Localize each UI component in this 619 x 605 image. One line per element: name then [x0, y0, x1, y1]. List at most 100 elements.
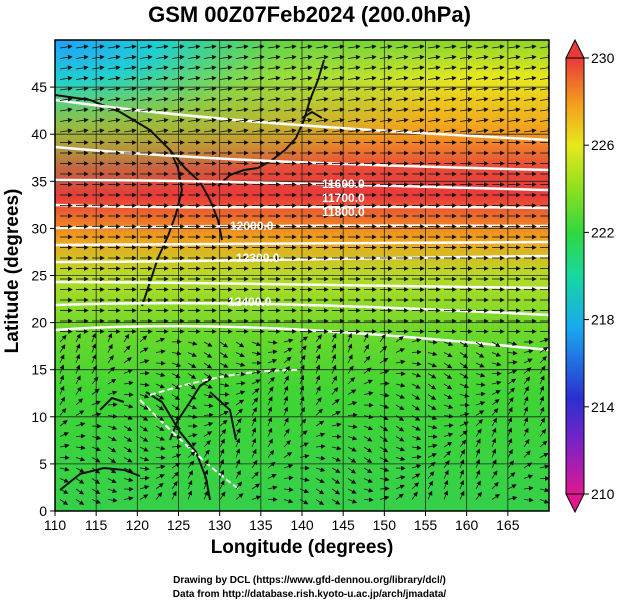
wind-arrow [395, 96, 409, 102]
wind-arrow [315, 499, 325, 506]
wind-arrow [75, 333, 81, 343]
wind-arrow [347, 128, 361, 134]
wind-arrow [171, 373, 181, 379]
wind-arrow [363, 86, 377, 92]
wind-arrow [331, 343, 337, 353]
wind-arrow [123, 467, 134, 473]
wind-arrow [299, 442, 309, 448]
wind-arrow [187, 490, 193, 500]
wind-arrow [59, 420, 68, 427]
wind-arrow [91, 128, 105, 134]
wind-arrow [395, 394, 405, 399]
wind-arrow [443, 469, 449, 479]
wind-arrow [379, 345, 388, 353]
wind-arrow [91, 107, 105, 113]
wind-arrow [331, 44, 345, 50]
wind-arrow [507, 96, 521, 102]
wind-arrow [283, 65, 297, 71]
wind-arrow [379, 96, 393, 102]
wind-arrow [267, 461, 276, 469]
wind-arrow [459, 128, 473, 134]
wind-arrow [475, 480, 481, 490]
wind-arrow [347, 96, 361, 102]
wind-arrow [475, 491, 482, 500]
wind-arrow [491, 341, 501, 347]
wind-arrow [219, 491, 226, 500]
wind-arrow [331, 488, 341, 495]
wind-arrow [283, 365, 291, 374]
wind-arrow [107, 107, 121, 113]
wind-arrow [539, 464, 549, 470]
wind-arrow [411, 435, 422, 441]
wind-arrow [507, 472, 516, 479]
wind-arrow [539, 487, 549, 493]
wind-arrow [75, 353, 81, 364]
wind-arrow [139, 436, 149, 442]
wind-arrow [475, 44, 489, 50]
wind-arrow [59, 96, 73, 102]
wind-arrow [539, 54, 549, 60]
wind-arrow [251, 471, 259, 479]
wind-arrow [539, 338, 549, 343]
wind-arrow [491, 417, 498, 427]
wind-arrow [347, 467, 357, 474]
wind-arrow [283, 44, 297, 50]
wind-arrow [283, 128, 297, 134]
wind-arrow [507, 360, 518, 365]
wind-arrow [139, 335, 148, 343]
wind-arrow [187, 65, 201, 71]
wind-arrow [91, 376, 99, 385]
wind-arrow [155, 107, 169, 113]
wind-arrow [75, 456, 86, 462]
wind-arrow [475, 438, 481, 448]
wind-arrow [539, 453, 549, 458]
wind-arrow [475, 382, 486, 387]
wind-arrow [171, 75, 185, 81]
wind-arrow [491, 481, 499, 490]
y-tick-label: 40 [31, 126, 47, 142]
wind-arrow [251, 117, 265, 123]
wind-arrow [139, 415, 149, 421]
wind-arrow [75, 499, 85, 505]
wind-arrow [315, 467, 326, 472]
y-axis-ticks: 0 5 10 15 20 25 30 35 40 45 [31, 79, 55, 519]
wind-arrow [523, 86, 537, 92]
wind-arrow [315, 128, 329, 134]
wind-arrow [299, 418, 307, 427]
wind-arrow [347, 412, 358, 418]
wind-arrow [459, 75, 473, 81]
wind-arrow [283, 464, 294, 469]
wind-arrow [331, 398, 340, 406]
wind-arrow [283, 406, 289, 416]
wind-arrow [459, 393, 470, 398]
wind-arrow [347, 117, 361, 123]
wind-arrow [107, 478, 117, 483]
colorbar-tick-label: 218 [591, 312, 615, 328]
wind-arrow [299, 385, 305, 395]
wind-arrow [251, 483, 261, 490]
wind-arrow [539, 128, 549, 134]
wind-arrow [347, 65, 361, 71]
wind-arrow [523, 349, 534, 354]
wind-arrow [491, 407, 499, 416]
wind-arrow [459, 65, 473, 71]
wind-arrow [283, 440, 291, 448]
wind-arrow [347, 435, 358, 441]
wind-arrow [491, 128, 505, 134]
wind-arrow [427, 128, 441, 134]
wind-arrow [171, 480, 178, 490]
wind-arrow [107, 446, 117, 453]
wind-arrow [155, 404, 165, 411]
wind-arrow [331, 467, 341, 473]
wind-arrow [155, 65, 169, 71]
wind-arrow [75, 488, 85, 495]
colorbar-gradient [565, 57, 585, 495]
wind-arrow [219, 458, 225, 469]
wind-arrow [331, 375, 338, 385]
wind-arrow [75, 128, 89, 134]
wind-arrow [251, 448, 257, 458]
wind-arrow [139, 117, 153, 123]
wind-arrow [107, 467, 117, 474]
colorbar-tick-label: 214 [591, 399, 615, 415]
wind-arrow [171, 54, 185, 60]
